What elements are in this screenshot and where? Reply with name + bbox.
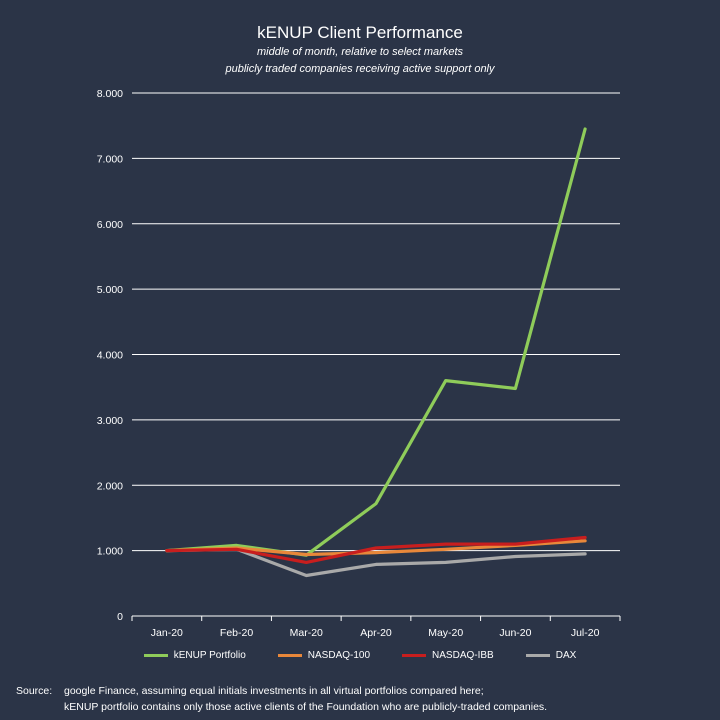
legend-item-dax: DAX [525, 650, 577, 661]
legend-item-nasdaq-ibb: NASDAQ-IBB [402, 650, 494, 661]
y-tick-label: 5.000 [97, 284, 123, 296]
series-line-nasdaq-ibb [165, 535, 587, 565]
y-tick-label: 3.000 [97, 415, 123, 427]
y-tick-label: 2.000 [97, 480, 123, 492]
x-tick-label: Apr-20 [360, 627, 392, 639]
legend-label-nasdaq-ibb: NASDAQ-IBB [432, 650, 494, 661]
x-tick-label: Mar-20 [290, 627, 323, 639]
legend-label-nasdaq-100: NASDAQ-100 [307, 650, 371, 661]
x-tick-label: Jul-20 [571, 627, 600, 639]
x-tick-label: Feb-20 [220, 627, 253, 639]
legend-label-kenup: kENUP Portfolio [173, 650, 246, 661]
y-tick-label: 1.000 [97, 546, 123, 558]
x-tick-label: Jun-20 [499, 627, 531, 639]
x-tick-label: May-20 [428, 627, 463, 639]
legend-item-nasdaq-100: NASDAQ-100 [277, 650, 371, 661]
chart-legend: kENUP Portfolio NASDAQ-100 NASDAQ-IBB DA… [0, 650, 720, 661]
x-tick-label: Jan-20 [151, 627, 183, 639]
legend-item-kenup: kENUP Portfolio [143, 650, 246, 661]
source-line-2: kENUP portfolio contains only those acti… [64, 701, 548, 713]
source-label: Source: [16, 685, 53, 697]
y-tick-label: 0 [117, 611, 123, 623]
legend-label-dax: DAX [555, 650, 577, 661]
y-tick-label: 4.000 [97, 350, 123, 362]
chart-header: kENUP Client Performance middle of month… [0, 22, 720, 78]
chart-title: kENUP Client Performance [257, 23, 463, 42]
y-tick-label: 8.000 [97, 88, 123, 100]
source-line-1: google Finance, assuming equal initials … [64, 685, 484, 697]
y-tick-label: 6.000 [97, 219, 123, 231]
y-tick-label: 7.000 [97, 153, 123, 165]
legend-swatch-kenup [143, 654, 168, 657]
chart-subtitle-line-1: middle of month, relative to select mark… [256, 46, 464, 58]
chart-subtitle-line-2: publicly traded companies receiving acti… [225, 63, 495, 75]
legend-swatch-nasdaq-ibb [402, 654, 427, 657]
legend-swatch-nasdaq-100 [277, 654, 302, 657]
legend-swatch-dax [525, 654, 550, 657]
series-line-kenup-portfolio [165, 127, 587, 557]
source-note: Source: google Finance, assuming equal i… [16, 684, 547, 714]
